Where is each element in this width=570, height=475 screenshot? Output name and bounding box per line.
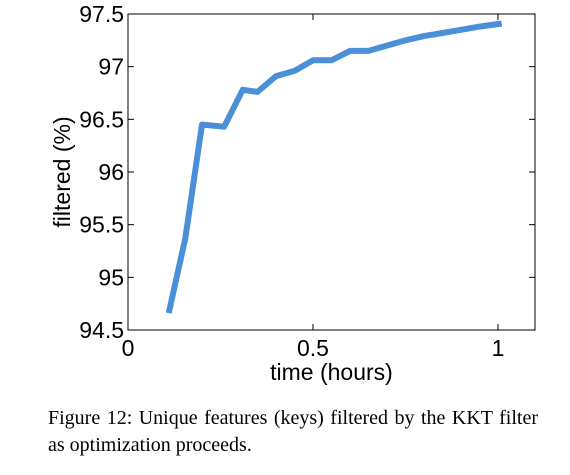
tick-labels: 0 0.5 1 94.5 95 95.5 96 96.5 97 97.5 [79,1,504,361]
y-tick-label: 95 [98,264,124,290]
tick-marks [127,13,535,331]
line-chart: 0 0.5 1 94.5 95 95.5 96 96.5 97 97.5 time (hours)… [49,1,536,385]
y-tick-label: 94.5 [79,317,124,343]
x-tick-label: 0 [122,335,135,361]
figure-caption: Figure 12: Unique features (keys) filter… [48,407,538,456]
x-tick-label: 1 [492,335,505,361]
x-axis-label: time (hours) [270,359,393,385]
y-tick-label: 97 [98,54,124,80]
series-line [165,20,503,314]
y-axis-label: filtered (%) [49,116,75,227]
series [165,20,503,314]
x-tick-label: 0.5 [297,335,329,361]
y-tick-label: 95.5 [79,212,124,238]
y-tick-label: 97.5 [79,1,124,27]
y-tick-label: 96 [98,159,124,185]
y-tick-label: 96.5 [79,106,124,132]
